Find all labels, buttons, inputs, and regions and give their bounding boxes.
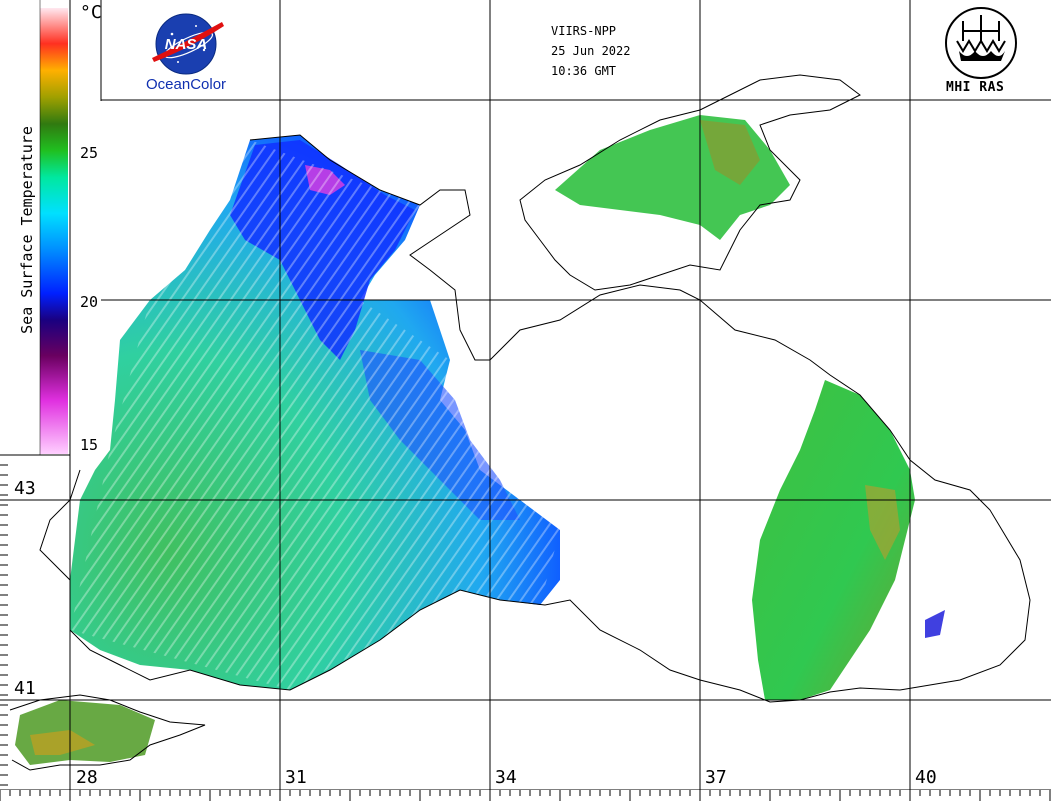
sst-east-hot [865, 485, 900, 560]
sst-crimea-warm [700, 120, 760, 185]
sst-cloud-streaks [70, 140, 560, 690]
colorbar-tick-15: 15 [80, 436, 99, 454]
coastline-west-sea [39, 134, 1031, 703]
oceancolor-label: OceanColor [146, 76, 227, 93]
mhi-logo [945, 7, 1017, 79]
date-label: 25 Jun 2022 [551, 44, 631, 58]
sst-bosphorus-hot [30, 730, 95, 755]
longitude-label-28: 28 [76, 767, 98, 788]
longitude-label-40: 40 [915, 767, 937, 788]
sst-field [15, 115, 945, 765]
colorbar-tick-25: 25 [80, 144, 99, 162]
satellite-label: VIIRS-NPP [551, 24, 617, 38]
colorbar-tick-20: 20 [80, 293, 99, 311]
sst-east-cold-spot [925, 610, 945, 638]
coastline-bosphorus [9, 694, 206, 771]
mhi-ras-label: MHI RAS [946, 80, 1005, 95]
longitude-label-31: 31 [285, 767, 307, 788]
coastline-crimea [519, 74, 861, 291]
colorbar [0, 0, 102, 456]
sst-east-basin [752, 380, 915, 700]
nasa-logo: NASA [152, 13, 224, 75]
sst-crimea-north [555, 115, 790, 240]
latitude-label-43: 43 [14, 478, 36, 499]
longitude-label-34: 34 [495, 767, 517, 788]
time-label: 10:36 GMT [551, 64, 617, 78]
nasa-wordmark: NASA [165, 36, 208, 53]
coastline [9, 74, 1031, 771]
latitude-label-41: 41 [14, 678, 36, 699]
colorbar-title: Sea Surface Temperature [18, 126, 36, 334]
colorbar-gradient [40, 8, 68, 454]
longitude-label-37: 37 [705, 767, 727, 788]
colorbar-unit: °C [80, 2, 102, 23]
